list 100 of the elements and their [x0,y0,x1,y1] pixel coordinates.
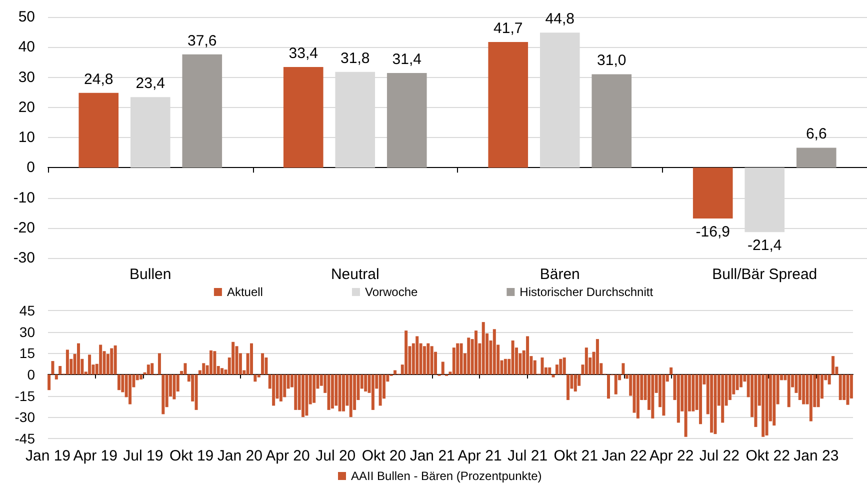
bar [662,374,666,416]
data-label: 41,7 [494,20,523,38]
bar [838,374,842,400]
y-tick-label: -15 [14,388,36,404]
bar [692,374,695,412]
bar [264,357,268,374]
bar [202,363,206,374]
bar [261,353,264,374]
bar [342,374,345,412]
bar [526,336,530,374]
legend-label: AAII Bullen - Bären (Prozentpunkte) [351,469,542,483]
x-tick-label: Jul 22 [699,447,740,464]
bar [533,360,536,374]
x-tick-label: Okt 22 [746,447,790,464]
bar [213,351,216,374]
bar [76,343,80,374]
bar [283,67,324,168]
x-tick-label: Jan 21 [410,447,455,464]
x-tick-label: Jan 23 [794,447,839,464]
y-tick-label: -20 [13,219,35,236]
bar [482,322,485,374]
bar [312,374,316,403]
data-label: 33,4 [288,45,318,62]
bar [162,374,165,414]
bar [272,374,276,406]
x-tick-label: Bullen [130,266,172,283]
bar [364,374,368,392]
bar [294,374,298,410]
bar [305,374,308,416]
bar [371,374,374,410]
bar [88,354,92,374]
bar [404,330,408,374]
x-tick-label: Neutral [330,266,380,283]
bar [330,374,334,409]
bar [99,344,102,374]
bar [846,374,850,405]
bar [754,374,758,427]
bar [232,342,235,374]
bar [636,374,640,418]
bar [796,148,836,168]
bar [787,374,790,408]
x-tick-label: Apr 21 [458,447,502,464]
bar [194,374,198,410]
bar [172,374,176,400]
bar [721,374,724,423]
bar [492,329,496,374]
x-tick-label: Bull/Bär Spread [712,266,818,283]
x-tick-label: Jan 19 [25,447,71,464]
bar [210,350,212,374]
bar [765,374,768,436]
y-tick-label: 10 [18,129,35,146]
bar [48,374,51,390]
bar [832,356,835,374]
data-label: 31,4 [392,51,422,68]
bar [456,343,460,374]
bar [511,340,514,374]
x-tick-label: Apr 20 [266,447,310,464]
legend-label: Historischer Durchschnitt [520,285,654,299]
bar [559,358,562,374]
bar [51,361,54,374]
bar [736,374,739,390]
bar [548,367,552,374]
data-label: -21,4 [748,237,782,254]
bar [220,368,224,374]
y-tick-label: -30 [13,250,35,266]
bar [816,374,820,408]
y-tick-label: 0 [27,366,36,382]
bar [740,374,743,388]
bar [802,374,806,404]
bar [117,374,120,390]
bar [562,357,566,374]
bar [607,374,610,399]
bar [676,374,680,423]
bar [110,348,114,374]
legend-label: Aktuell [226,285,263,299]
y-tick-label: 45 [19,302,36,319]
x-tick-label: Jul 21 [508,447,548,464]
bar [66,350,69,374]
bar [182,54,222,168]
bar [592,74,632,168]
y-tick-label: 15 [19,345,36,362]
bar [78,92,119,168]
bar [584,348,588,374]
bar [684,374,688,437]
bar [394,370,397,374]
data-label: 23,4 [136,75,165,92]
x-tick-label: Bären [540,266,580,283]
x-tick-label: Jul 19 [123,447,164,464]
x-tick-label: Okt 19 [169,447,214,464]
bar [552,374,555,378]
bar [710,374,714,433]
bar [809,374,812,422]
bar [146,364,150,374]
bar [614,374,618,394]
bar [452,348,456,374]
bar [140,374,143,380]
bar [422,346,426,374]
bar [467,338,470,374]
bar [670,367,673,374]
bar [128,374,132,404]
